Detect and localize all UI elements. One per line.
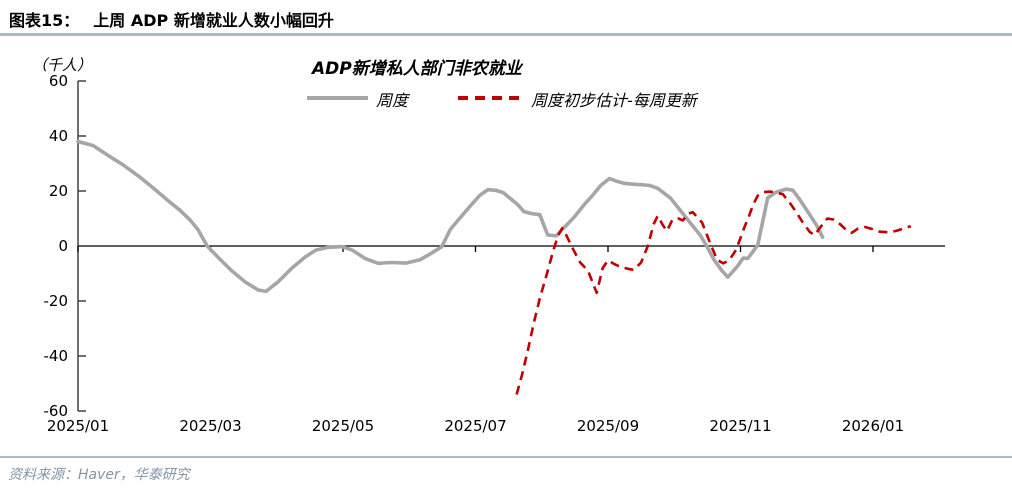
figure-number: 图表15： (9, 11, 80, 30)
series-line-weekly (76, 139, 825, 294)
footer-divider (0, 456, 1012, 458)
y-tick-label: 20 (48, 182, 68, 200)
x-tick-label: 2025/05 (311, 417, 375, 435)
x-tick-label: 2025/11 (709, 417, 772, 435)
x-tick-label: 2025/07 (444, 417, 507, 435)
y-tick-label: 0 (58, 237, 68, 255)
x-tick-label: 2026/01 (841, 417, 905, 435)
figure-title: 上周 ADP 新增就业人数小幅回升 (93, 11, 334, 30)
source-note: 资料来源：Haver，华泰研究 (8, 467, 190, 483)
x-tick-label: 2025/01 (46, 417, 110, 435)
y-tick-label: -40 (43, 347, 69, 365)
series-line-estimate (515, 190, 912, 395)
y-tick-label: 60 (48, 72, 68, 90)
legend-line-estimate (458, 96, 522, 100)
x-tick-label: 2025/03 (179, 417, 242, 435)
legend-label-estimate: 周度初步估计-每周更新 (531, 91, 697, 110)
legend-line-weekly (307, 96, 368, 100)
y-tick-label: -60 (43, 402, 69, 420)
figure-header: 图表15： 上周 ADP 新增就业人数小幅回升 (9, 7, 334, 31)
x-tick-label: 2025/09 (576, 417, 640, 435)
y-axis-unit-label: （千人） (32, 56, 93, 74)
legend-label-weekly: 周度 (376, 91, 409, 110)
header-divider (0, 33, 1012, 36)
y-tick-label: 40 (48, 127, 68, 145)
chart-title: ADP新增私人部门非农就业 (312, 59, 522, 79)
y-tick-label: -20 (43, 292, 69, 310)
